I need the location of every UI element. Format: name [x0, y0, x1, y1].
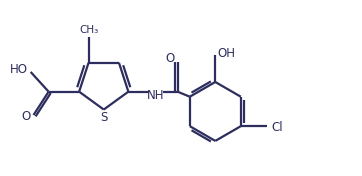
Text: S: S — [100, 111, 108, 124]
Text: Cl: Cl — [271, 121, 283, 134]
Text: HO: HO — [10, 62, 28, 76]
Text: O: O — [21, 110, 30, 123]
Text: OH: OH — [218, 47, 236, 60]
Text: NH: NH — [147, 89, 164, 102]
Text: O: O — [165, 52, 174, 65]
Text: CH₃: CH₃ — [79, 25, 98, 35]
